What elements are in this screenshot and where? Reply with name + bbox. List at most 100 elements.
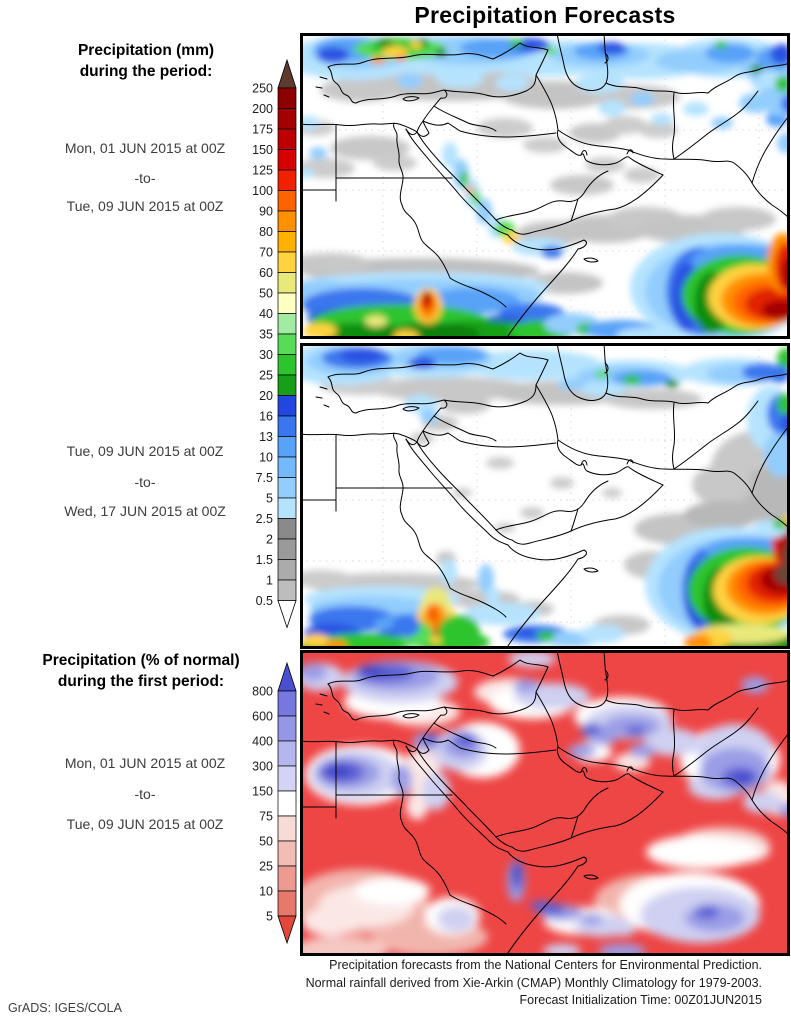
colorbar-mm: 2502001751501251009080706050403530252016… (252, 58, 297, 629)
colorbar-tick-label: 75 (259, 810, 273, 824)
colorbar-segment (277, 395, 297, 417)
colorbar-tick-label: 1 (266, 574, 273, 588)
colorbar-segment (277, 87, 297, 109)
colorbar-tick-label: 10 (259, 885, 273, 899)
colorbar-tick-label: 13 (259, 430, 273, 444)
period2-separator: -to- (134, 474, 156, 490)
country-borders (300, 650, 790, 956)
colorbar-segment (277, 559, 297, 581)
colorbar-segment (277, 333, 297, 355)
country-borders (300, 343, 790, 649)
colorbar-segment (277, 715, 297, 742)
period2-to: Wed, 17 JUN 2015 at 00Z (64, 503, 226, 519)
colorbar-tick-label: 5 (266, 492, 273, 506)
colorbar-tick-label: 1.5 (256, 553, 273, 567)
colorbar-segment (277, 740, 297, 767)
pct-period-separator: -to- (134, 786, 156, 802)
colorbar-tick-label: 400 (252, 735, 273, 749)
colorbar-segment (277, 251, 297, 273)
colorbar-tick-label: 150 (252, 143, 273, 157)
colorbar-bottom-arrow (277, 915, 297, 945)
colorbar-segment (277, 790, 297, 817)
colorbar-tick-label: 0.5 (256, 594, 273, 608)
colorbar-segment (277, 313, 297, 335)
forecast-map-period-2 (300, 343, 790, 649)
pct-heading: Precipitation (% of normal) during the f… (8, 650, 274, 692)
colorbar-segment (277, 128, 297, 150)
colorbar-segment (277, 890, 297, 917)
colorbar-segment (277, 690, 297, 717)
colorbar-tick-label: 50 (259, 835, 273, 849)
colorbar-tick-label: 100 (252, 184, 273, 198)
colorbar-tick-label: 7.5 (256, 471, 273, 485)
colorbar-tick-label: 80 (259, 225, 273, 239)
colorbar-tick-label: 800 (252, 685, 273, 699)
colorbar-top-arrow (277, 661, 297, 692)
colorbar-segment (277, 231, 297, 253)
colorbar-segment (277, 272, 297, 294)
pct-heading-line2: during the first period: (57, 673, 225, 690)
percent-of-normal-map (300, 650, 790, 956)
colorbar-segment (277, 169, 297, 191)
colorbar-tick-label: 50 (259, 287, 273, 301)
caption-line-3: Forecast Initialization Time: 00Z01JUN20… (519, 993, 762, 1007)
pct-period-from: Mon, 01 JUN 2015 at 00Z (64, 755, 226, 771)
colorbar-tick-label: 25 (259, 369, 273, 383)
colorbar-segment (277, 436, 297, 458)
caption-block: Precipitation forecasts from the Nationa… (300, 957, 762, 1010)
colorbar-tick-label: 16 (259, 410, 273, 424)
colorbar-tick-label: 2 (266, 533, 273, 547)
colorbar-tick-label: 5 (266, 910, 273, 924)
colorbar-top-arrow (277, 58, 297, 89)
colorbar-tick-label: 25 (259, 860, 273, 874)
colorbar-tick-label: 250 (252, 82, 273, 96)
colorbar-segment (277, 538, 297, 560)
pct-heading-line1: Precipitation (% of normal) (42, 652, 240, 669)
caption-line-2: Normal rainfall derived from Xie-Arkin (… (305, 975, 762, 990)
colorbar-segment (277, 579, 297, 601)
colorbar-segment (277, 354, 297, 376)
map-frame (300, 33, 790, 339)
colorbar-percent: 800 600 400 300 150 75 50 25 10 5 (252, 661, 297, 945)
period2-from: Tue, 09 JUN 2015 at 00Z (66, 443, 224, 459)
forecast-map-period-1 (300, 33, 790, 339)
colorbar-segment (277, 518, 297, 540)
caption-line-1: Precipitation forecasts from the Nationa… (329, 958, 762, 972)
period1-to: Tue, 09 JUN 2015 at 00Z (66, 198, 224, 214)
colorbar-segment (277, 815, 297, 842)
colorbar-segment (277, 765, 297, 792)
colorbar-tick-label: 10 (259, 451, 273, 465)
colorbar-segment (277, 149, 297, 171)
colorbar-segment (277, 456, 297, 478)
period1-from: Mon, 01 JUN 2015 at 00Z (64, 140, 226, 156)
precipitation-shading (300, 651, 790, 956)
colorbar-tick-label: 60 (259, 266, 273, 280)
map-content (300, 650, 790, 956)
colorbar-tick-label: 30 (259, 348, 273, 362)
precipitation-shading (300, 343, 790, 649)
map-frame (300, 343, 790, 649)
colorbar-segment (277, 497, 297, 519)
colorbar-segment (277, 210, 297, 232)
page-title: Precipitation Forecasts (414, 2, 676, 28)
map-content (300, 343, 790, 649)
period1-separator: -to- (134, 170, 156, 186)
colorbar-segment (277, 292, 297, 314)
colorbar-tick-label: 20 (259, 389, 273, 403)
colorbar-segment (277, 865, 297, 892)
colorbar-segment (277, 108, 297, 130)
colorbar-tick-label: 175 (252, 123, 273, 137)
colorbar-tick-label: 70 (259, 246, 273, 260)
colorbar-segment (277, 840, 297, 867)
colorbar-tick-label: 35 (259, 328, 273, 342)
country-borders (300, 33, 790, 339)
colorbar-tick-label: 150 (252, 785, 273, 799)
mm-heading-line2: during the period: (79, 63, 213, 80)
colorbar-segment (277, 374, 297, 396)
map-content (300, 33, 790, 339)
colorbar-tick-label: 200 (252, 102, 273, 116)
colorbar-tick-label: 90 (259, 205, 273, 219)
colorbar-tick-label: 125 (252, 164, 273, 178)
colorbar-tick-label: 2.5 (256, 512, 273, 526)
